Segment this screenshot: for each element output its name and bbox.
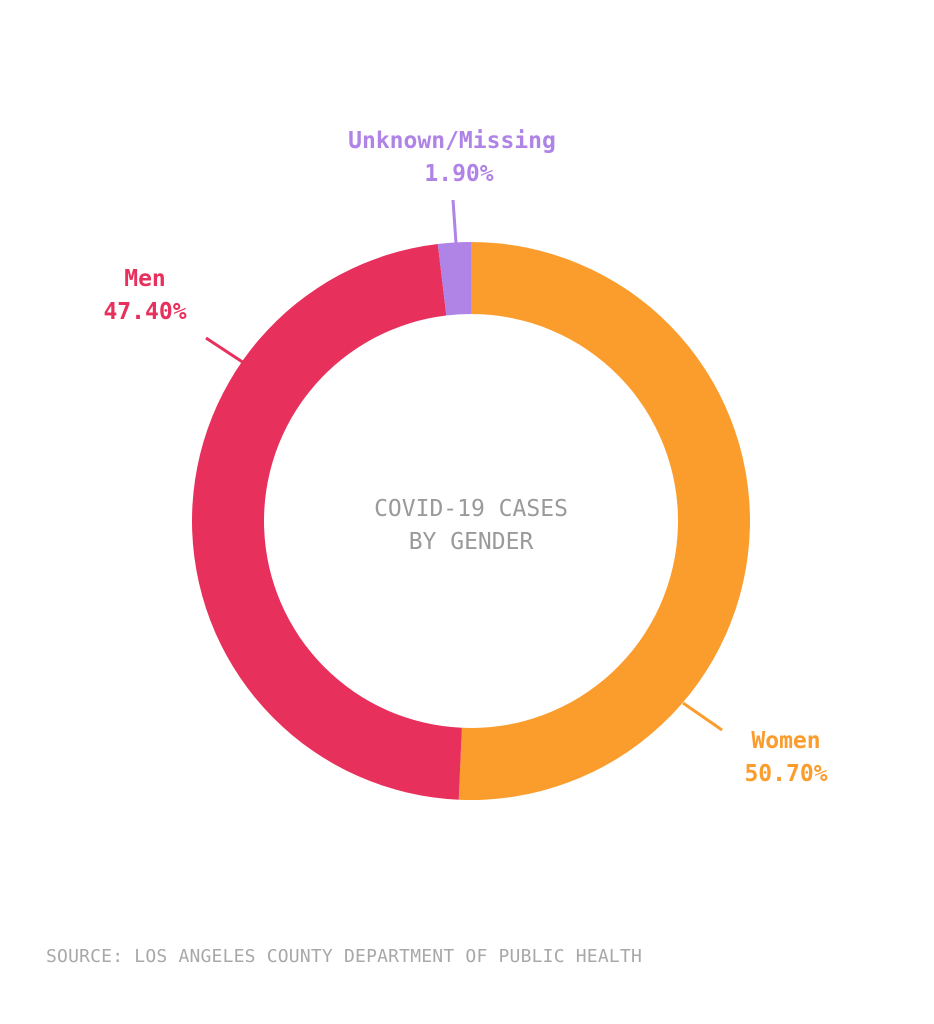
slice-label-women-value: 50.70%: [744, 761, 827, 787]
slice-label-men-name: Men: [124, 266, 166, 292]
source-note: SOURCE: LOS ANGELES COUNTY DEPARTMENT OF…: [46, 946, 642, 967]
slice-women: [458, 242, 750, 800]
leader-line-unknown-missing: [451, 199, 458, 244]
leader-lines-layer: [205, 199, 723, 732]
slice-label-unknown-name: Unknown/Missing: [348, 128, 556, 154]
slice-label-men-value: 47.40%: [103, 299, 186, 325]
leader-line-men: [205, 336, 245, 365]
chart-title-line-2: BY GENDER: [409, 529, 534, 555]
slice-men: [191, 243, 462, 800]
slice-label-women-name: Women: [751, 728, 820, 754]
slices-layer: [191, 242, 750, 800]
leader-line-women: [682, 701, 723, 732]
chart-title-line-1: COVID-19 CASES: [374, 496, 568, 522]
slice-label-unknown-value: 1.90%: [424, 161, 493, 187]
slice-unknown-missing: [437, 242, 471, 316]
